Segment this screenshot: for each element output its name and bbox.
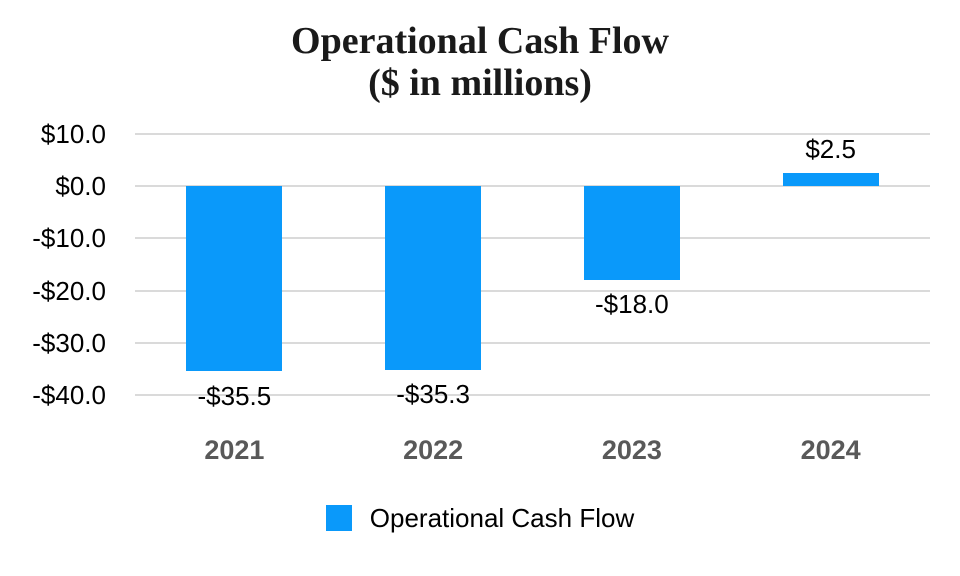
bar-2023 (583, 186, 680, 281)
bar-2022 (385, 186, 482, 371)
x-axis-label-2024: 2024 (800, 435, 861, 465)
grid-line (135, 237, 930, 240)
bar-value-label-2024: $2.5 (805, 134, 856, 165)
chart-subtitle: ($ in millions) (368, 62, 592, 104)
chart-title-block: Operational Cash Flow ($ in millions) (0, 20, 960, 104)
bar-2021 (186, 186, 283, 372)
chart-title: Operational Cash Flow (291, 20, 669, 62)
legend-label: Operational Cash Flow (369, 503, 635, 533)
bar-value-label-2021: -$35.5 (197, 380, 272, 411)
grid-line (135, 289, 930, 292)
grid-line (135, 133, 930, 135)
grid-line (135, 341, 930, 344)
legend-swatch-icon (325, 505, 352, 531)
grid-line (135, 185, 930, 188)
y-axis-tick-label: -$10.0 (32, 223, 106, 254)
bar-value-label-2023: -$18.0 (595, 289, 669, 320)
bar-value-label-2022: -$35.3 (396, 379, 470, 410)
grid-line (135, 394, 930, 396)
bar-2024 (782, 173, 879, 187)
y-axis-tick-label: $0.0 (55, 171, 106, 202)
y-axis-tick-label: -$40.0 (32, 380, 106, 410)
y-axis-tick-label: $10.0 (40, 119, 106, 149)
legend: Operational Cash Flow (0, 503, 960, 533)
x-axis-label-2021: 2021 (204, 435, 265, 465)
x-axis-label-2022: 2022 (403, 435, 464, 465)
y-axis-tick-label: -$20.0 (32, 275, 106, 306)
y-axis-tick-label: -$30.0 (32, 327, 106, 358)
x-axis-label-2023: 2023 (601, 435, 662, 465)
